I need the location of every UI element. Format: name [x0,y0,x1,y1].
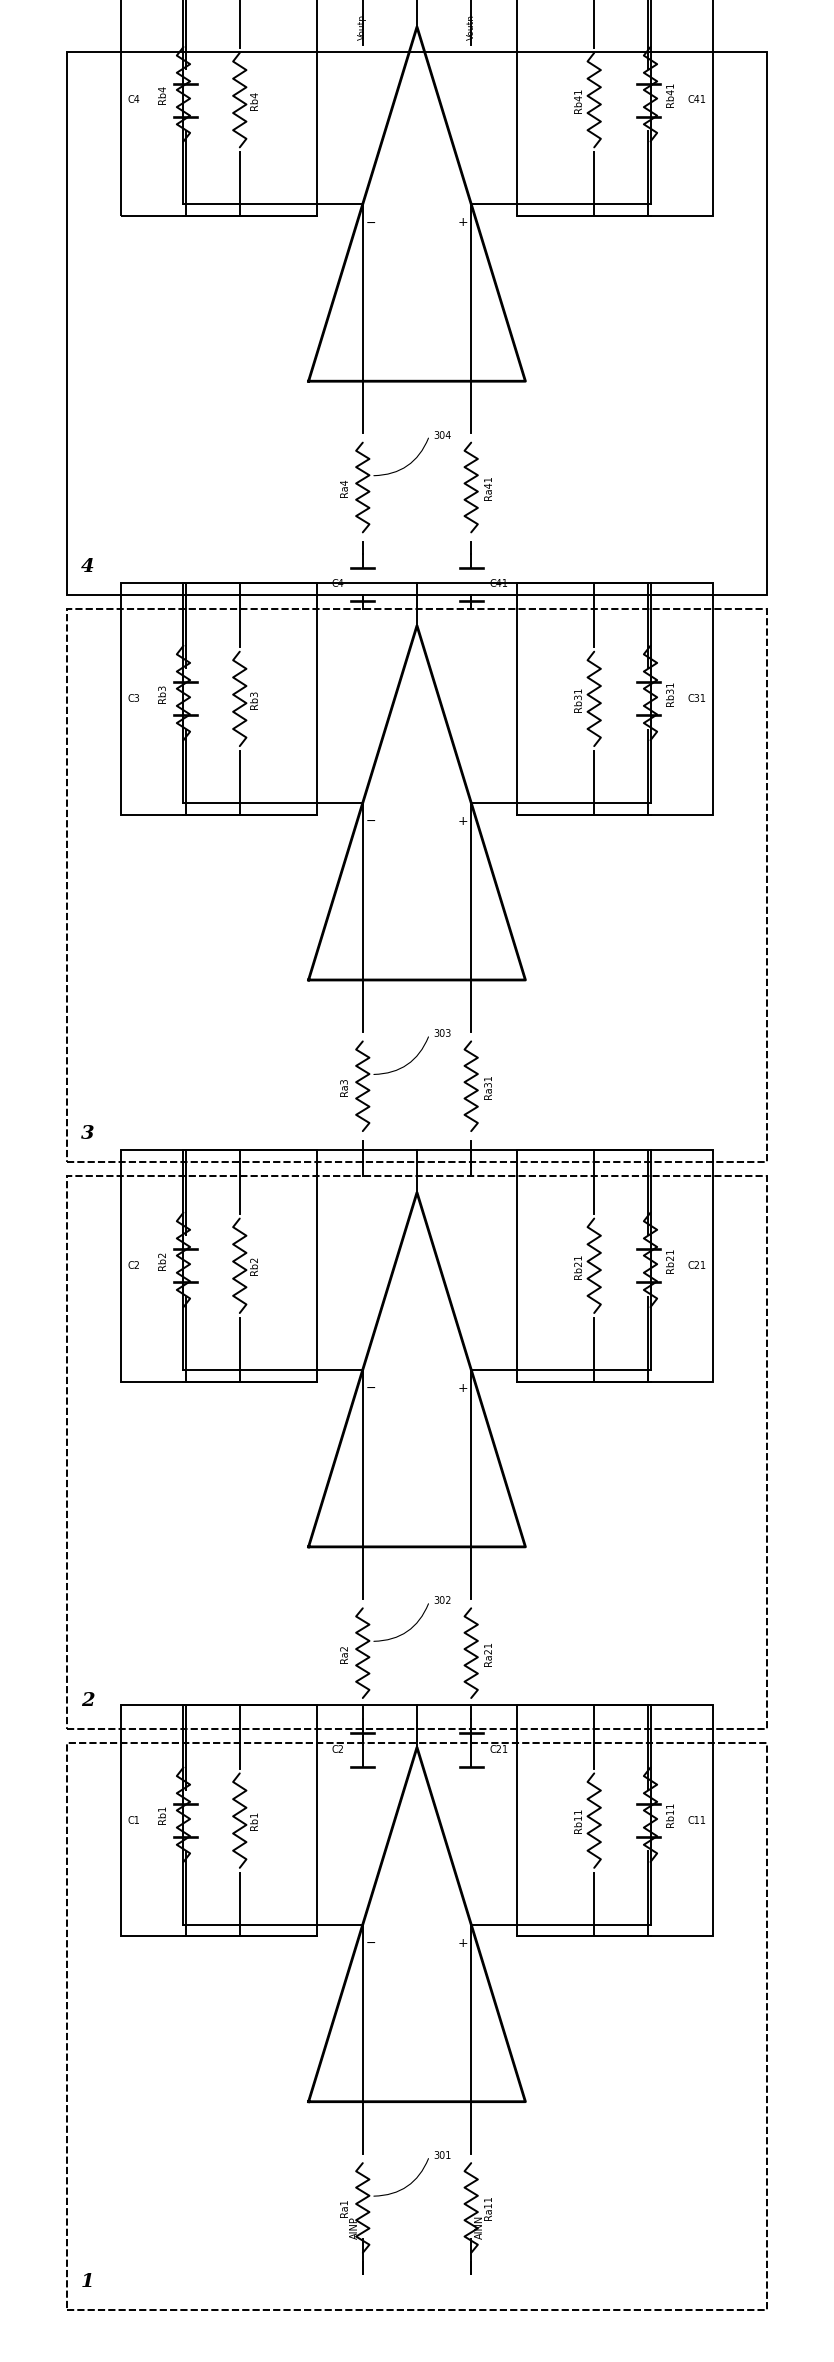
Text: Rb2: Rb2 [250,1257,259,1275]
Text: Voutp: Voutp [359,14,367,40]
Text: −: − [366,1382,376,1396]
Text: Ra1: Ra1 [340,2199,350,2218]
Text: −: − [366,815,376,829]
Text: Rb21: Rb21 [575,1254,584,1278]
Text: −: − [366,1937,376,1951]
Text: 304: 304 [434,430,452,442]
Text: C2: C2 [128,1261,141,1271]
Text: C2: C2 [331,1746,344,1755]
Text: Ra2: Ra2 [340,1644,350,1663]
Text: C4: C4 [332,579,344,590]
Text: Rb3: Rb3 [158,683,168,702]
Text: Ra21: Ra21 [484,1642,494,1665]
Text: +: + [458,217,468,229]
Text: C4: C4 [128,94,140,106]
Text: C3: C3 [128,694,140,704]
Text: 2: 2 [81,1691,94,1710]
Text: 1: 1 [81,2272,94,2291]
Text: Rb11: Rb11 [666,1802,676,1828]
Text: −: − [366,217,376,229]
Text: AINP: AINP [349,2216,359,2239]
Text: AINN: AINN [475,2216,485,2239]
Text: +: + [458,815,468,829]
Text: C21: C21 [687,1261,706,1271]
Text: Rb2: Rb2 [158,1249,168,1271]
Text: 302: 302 [434,1597,452,1606]
Text: Rb4: Rb4 [250,90,259,109]
Text: Ra41: Ra41 [484,475,494,501]
Text: Rb31: Rb31 [575,687,584,711]
Text: Voutn: Voutn [467,14,475,40]
Text: Rb21: Rb21 [666,1247,676,1273]
Text: C41: C41 [490,579,509,590]
Text: 303: 303 [434,1030,452,1039]
Text: Rb31: Rb31 [666,680,676,706]
Text: C1: C1 [128,1816,140,1826]
Text: C11: C11 [687,1816,706,1826]
Text: Rb1: Rb1 [158,1805,168,1823]
Text: 4: 4 [81,557,94,576]
Text: Ra4: Ra4 [340,477,350,496]
Text: +: + [458,1937,468,1951]
Text: C41: C41 [687,94,706,106]
Text: 301: 301 [434,2152,452,2161]
Text: Ra31: Ra31 [484,1075,494,1098]
Text: +: + [458,1382,468,1396]
Text: C31: C31 [687,694,706,704]
Text: Rb11: Rb11 [575,1807,584,1833]
Text: Rb4: Rb4 [158,85,168,104]
Text: C21: C21 [490,1746,509,1755]
Text: Rb1: Rb1 [250,1812,259,1831]
Text: Rb41: Rb41 [666,83,676,106]
Text: 3: 3 [81,1124,94,1143]
Text: Ra3: Ra3 [340,1077,350,1096]
Text: Ra11: Ra11 [484,2197,494,2220]
Text: Rb3: Rb3 [250,690,259,709]
Text: Rb41: Rb41 [575,87,584,113]
